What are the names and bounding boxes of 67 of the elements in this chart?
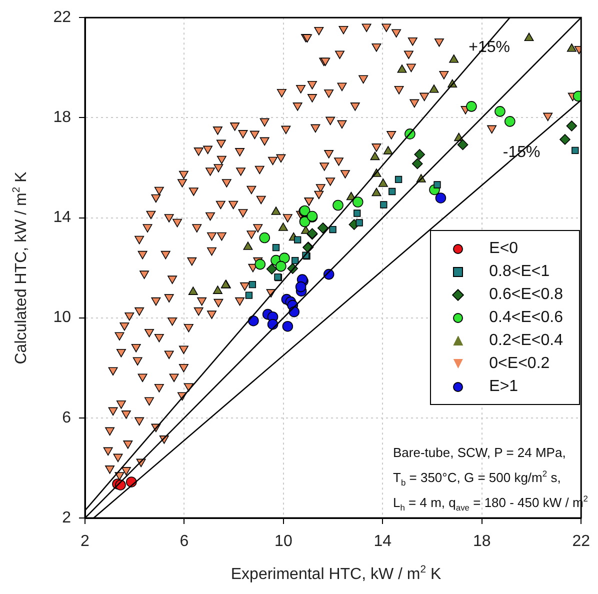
point bbox=[388, 188, 396, 196]
point bbox=[566, 43, 576, 52]
point bbox=[292, 256, 299, 264]
legend-label: 0.2<E<0.4 bbox=[489, 332, 563, 350]
point bbox=[332, 200, 344, 211]
point bbox=[276, 260, 286, 272]
legend-label: E>1 bbox=[489, 378, 518, 396]
y-tick-label: 22 bbox=[53, 9, 72, 26]
point bbox=[329, 226, 336, 234]
point bbox=[212, 286, 222, 294]
point bbox=[282, 320, 294, 332]
point bbox=[397, 64, 407, 73]
point bbox=[370, 152, 380, 160]
x-tick-label: 18 bbox=[472, 533, 491, 550]
y-tick-label: 18 bbox=[53, 109, 72, 126]
point bbox=[394, 176, 402, 184]
point bbox=[266, 264, 278, 274]
point bbox=[279, 252, 290, 264]
point bbox=[434, 181, 441, 188]
point bbox=[466, 101, 477, 112]
y-tick-label: 14 bbox=[53, 209, 72, 226]
annotation: T$_{b}$ = 350°C, G = 500 kg/m$^{2}$ s, bbox=[393, 468, 561, 488]
point bbox=[278, 222, 288, 231]
point bbox=[378, 178, 388, 187]
y-tick-label: 2 bbox=[62, 509, 72, 526]
point bbox=[572, 146, 579, 154]
point bbox=[383, 146, 393, 154]
point bbox=[271, 206, 281, 215]
point bbox=[245, 292, 253, 299]
point bbox=[272, 244, 280, 252]
point bbox=[524, 32, 534, 42]
point bbox=[566, 120, 578, 132]
y-tick-label: 6 bbox=[62, 409, 72, 426]
point bbox=[243, 242, 253, 250]
x-tick-label: 10 bbox=[274, 533, 292, 550]
point bbox=[188, 286, 198, 295]
point bbox=[504, 116, 516, 127]
point bbox=[294, 236, 302, 244]
legend-label: 0<E<0.2 bbox=[489, 354, 550, 372]
point bbox=[248, 280, 256, 288]
point bbox=[449, 54, 459, 63]
y-tick-label: 10 bbox=[53, 309, 72, 326]
x-tick-label: 2 bbox=[80, 533, 90, 550]
point bbox=[435, 192, 446, 204]
x-tick-label: 14 bbox=[374, 533, 392, 550]
point bbox=[429, 84, 439, 93]
point bbox=[372, 188, 382, 196]
x-axis-title: Experimental HTC, kW / m$^{2}$ K bbox=[230, 564, 442, 584]
annotation: Bare-tube, SCW, P = 24 MPa, bbox=[393, 445, 566, 460]
point bbox=[414, 149, 426, 160]
point bbox=[457, 139, 468, 150]
point bbox=[259, 232, 270, 244]
point bbox=[412, 158, 423, 170]
x-tick-label: 6 bbox=[180, 533, 189, 550]
legend-label: E<0 bbox=[489, 240, 518, 258]
point bbox=[254, 258, 266, 270]
legend-label: 0.4<E<0.6 bbox=[489, 308, 563, 326]
legend-label: 0.8<E<1 bbox=[489, 262, 550, 280]
x-tick-label: 22 bbox=[572, 533, 590, 550]
point bbox=[494, 106, 506, 117]
point bbox=[380, 201, 388, 208]
point bbox=[560, 134, 570, 145]
point bbox=[295, 281, 306, 292]
point bbox=[352, 196, 364, 208]
point bbox=[354, 210, 361, 217]
point bbox=[356, 219, 363, 226]
legend-label: 0.6<E<0.8 bbox=[489, 286, 563, 304]
